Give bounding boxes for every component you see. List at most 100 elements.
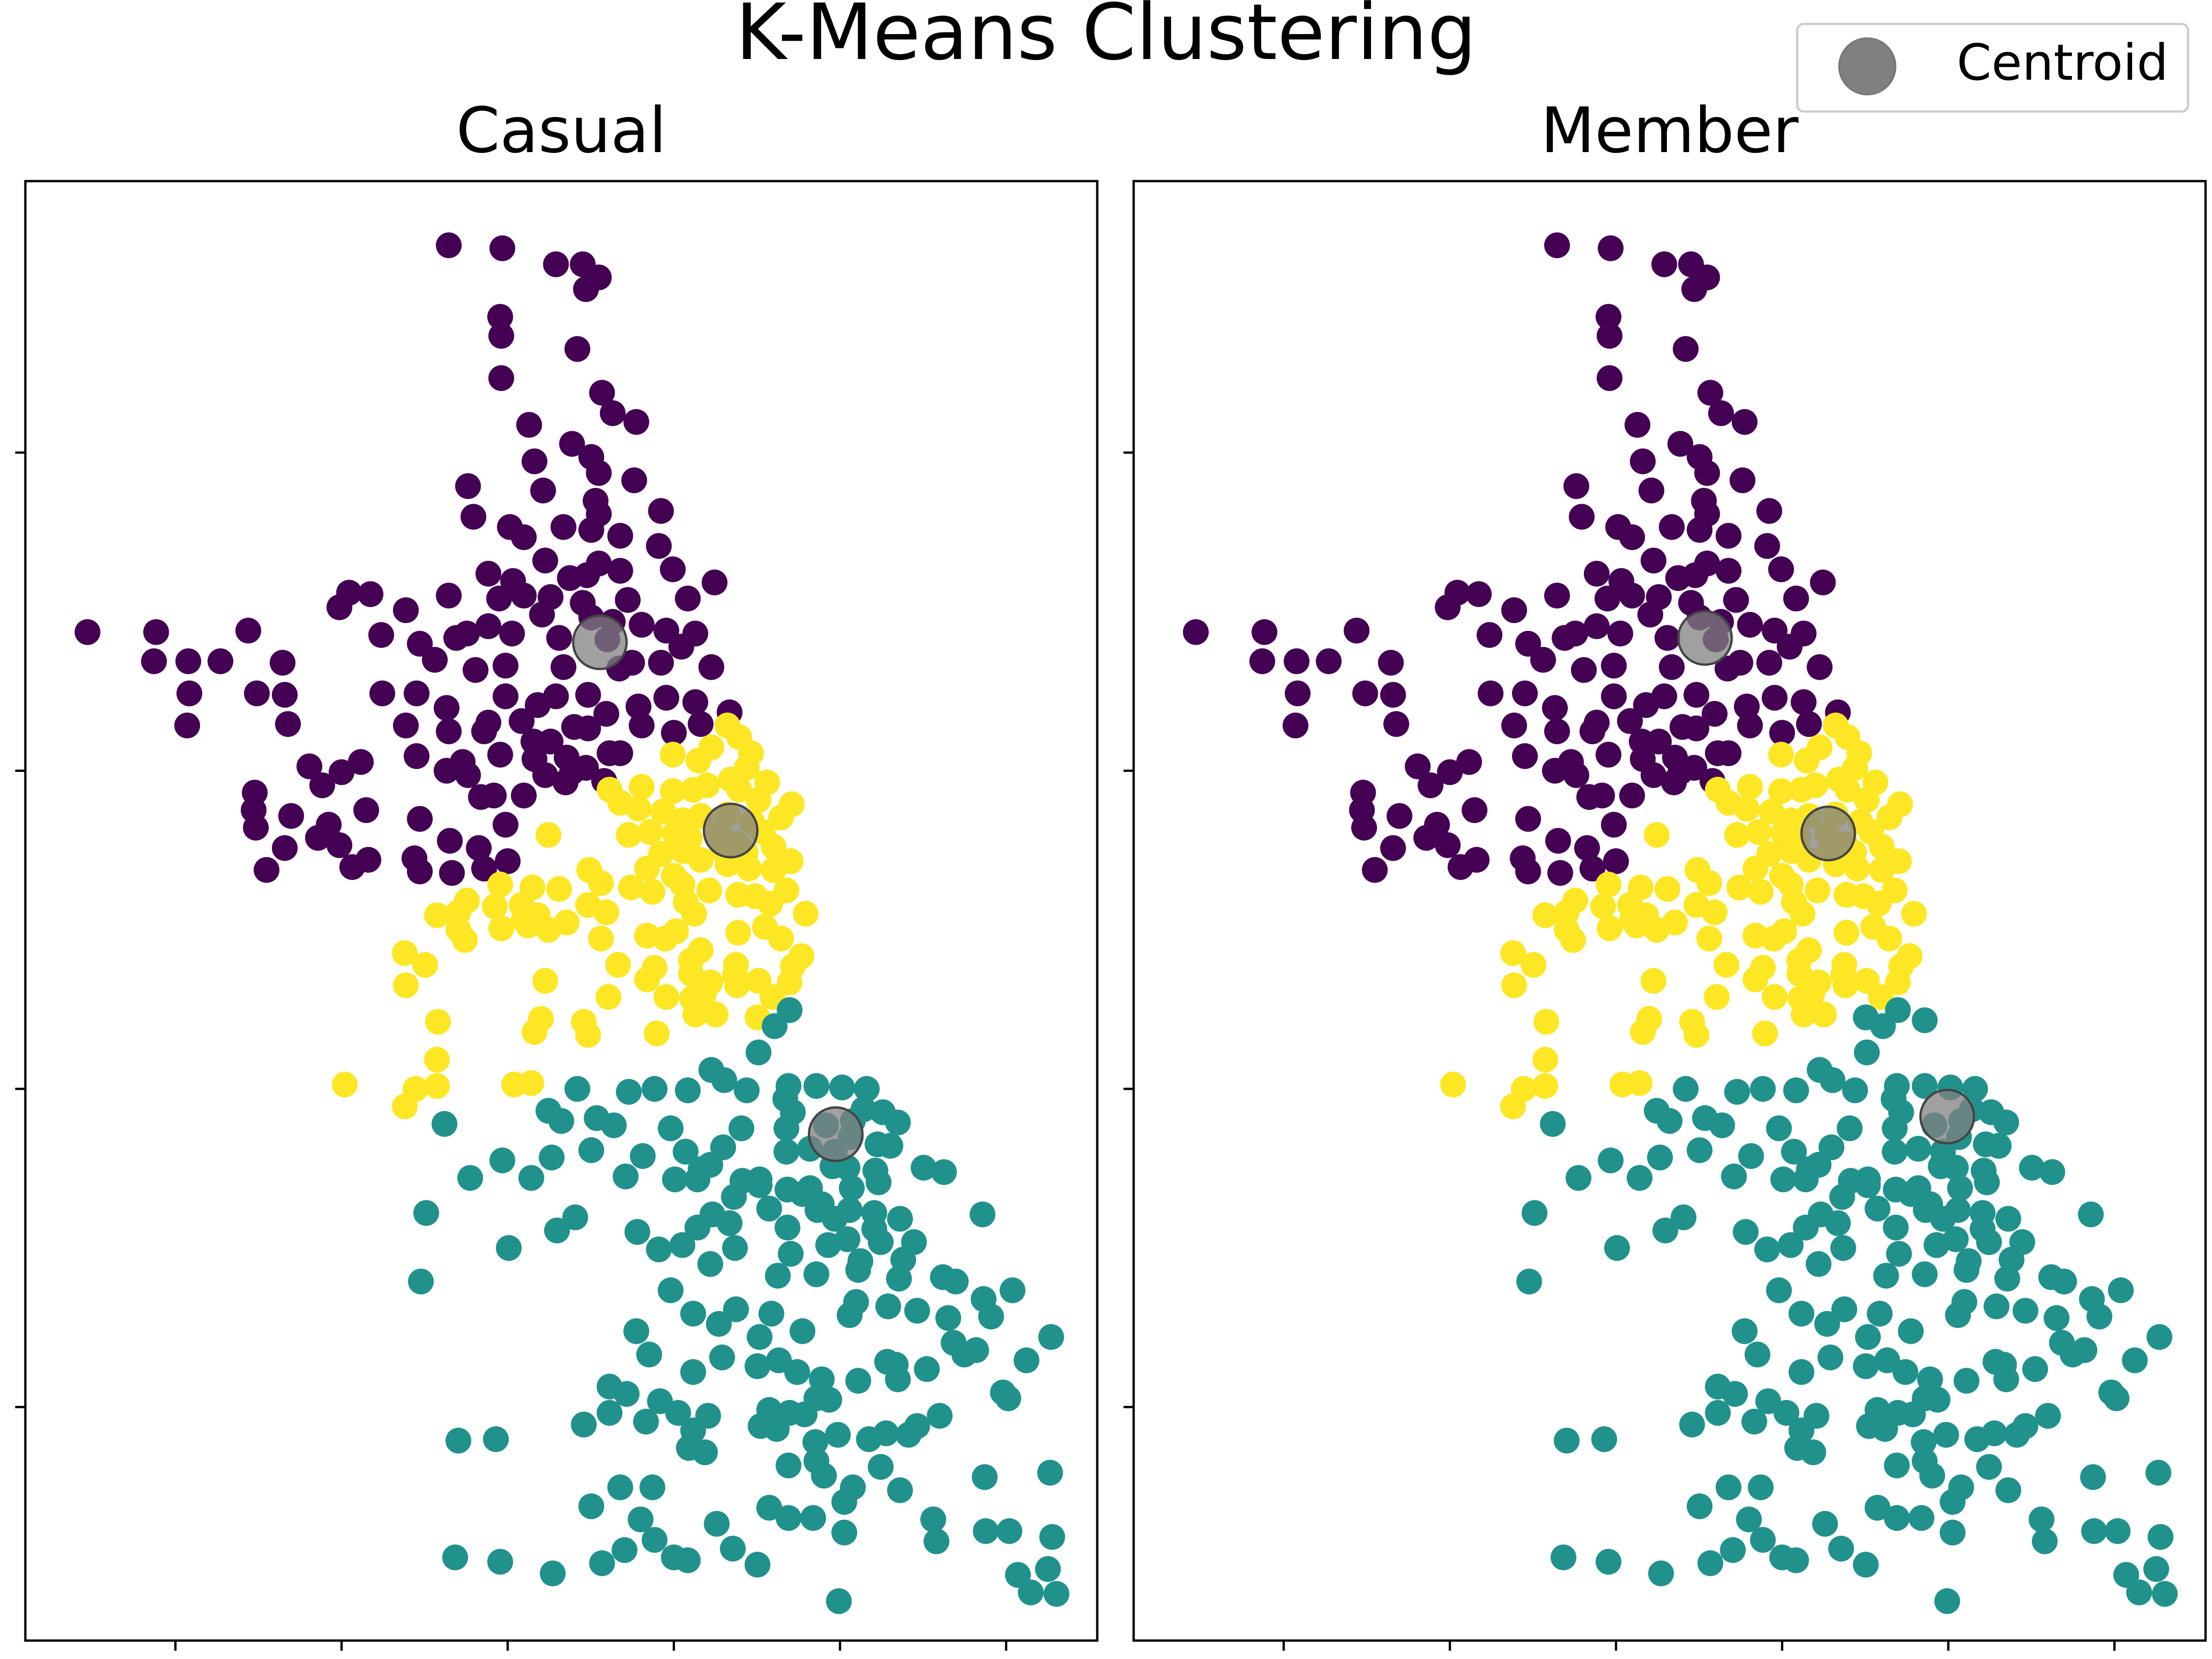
casual-point-356 xyxy=(845,1257,871,1283)
casual-point-418 xyxy=(408,1268,434,1294)
member-point-442 xyxy=(1687,1493,1713,1519)
casual-point-60 xyxy=(235,618,261,644)
casual-point-360 xyxy=(935,1305,961,1331)
casual-point-265 xyxy=(528,1006,554,1032)
casual-point-31 xyxy=(532,547,559,574)
casual-point-458 xyxy=(904,1298,930,1324)
casual-point-103 xyxy=(575,715,601,741)
casual-point-122 xyxy=(434,758,460,784)
member-point-422 xyxy=(1855,1324,1881,1350)
member-point-60 xyxy=(1343,618,1370,644)
casual-point-26 xyxy=(550,514,577,540)
member-point-12 xyxy=(1731,409,1758,435)
casual-point-203 xyxy=(487,871,513,898)
member-point-120 xyxy=(1418,772,1444,799)
member-point-166 xyxy=(1768,778,1794,804)
casual-point-278 xyxy=(711,1067,737,1093)
casual-point-190 xyxy=(688,847,714,873)
member-point-441 xyxy=(1595,1549,1622,1575)
member-point-78 xyxy=(1659,654,1685,680)
member-centroid-0 xyxy=(1677,610,1733,666)
casual-point-1 xyxy=(489,235,516,261)
casual-point-446 xyxy=(831,1489,858,1515)
member-point-127 xyxy=(1563,762,1589,788)
member-point-171 xyxy=(1759,799,1784,825)
member-point-217 xyxy=(1789,900,1816,927)
member-point-139 xyxy=(1380,835,1406,861)
casual-point-195 xyxy=(634,855,660,882)
member-point-316 xyxy=(1738,1143,1764,1169)
member-point-133 xyxy=(1386,803,1412,829)
member-point-157 xyxy=(1768,741,1794,768)
casual-point-211 xyxy=(793,900,819,927)
casual-point-149 xyxy=(253,857,280,883)
member-point-342 xyxy=(1671,1204,1697,1230)
member-point-326 xyxy=(1770,1166,1796,1193)
casual-point-16 xyxy=(521,448,547,475)
member-point-62 xyxy=(1607,620,1633,647)
casual-point-0 xyxy=(435,232,462,259)
casual-point-440 xyxy=(487,1549,513,1575)
casual-point-51 xyxy=(529,601,555,628)
member-point-259 xyxy=(1790,1001,1817,1028)
casual-point-343 xyxy=(684,1214,711,1241)
member-point-384 xyxy=(1722,1381,1748,1407)
member-point-125 xyxy=(1661,769,1687,795)
casual-point-62 xyxy=(499,620,525,647)
member-point-327 xyxy=(1793,1166,1819,1193)
member-point-239 xyxy=(1500,940,1526,966)
member-point-63 xyxy=(1552,625,1578,651)
member-point-64 xyxy=(1654,625,1681,651)
member-point-143 xyxy=(1545,828,1571,854)
member-point-393 xyxy=(2012,1413,2039,1439)
member-point-0 xyxy=(1544,232,1570,259)
casual-point-104 xyxy=(471,718,497,744)
casual-point-7 xyxy=(488,323,514,349)
casual-point-119 xyxy=(296,753,323,779)
casual-point-406 xyxy=(704,1511,730,1537)
member-point-46 xyxy=(1466,581,1492,607)
member-point-284 xyxy=(1750,1076,1776,1102)
member-point-240 xyxy=(1520,952,1547,978)
member-point-440 xyxy=(1550,1544,1577,1571)
member-point-262 xyxy=(1752,1020,1778,1047)
casual-point-403 xyxy=(483,1426,509,1452)
casual-point-305 xyxy=(877,1133,904,1159)
casual-point-282 xyxy=(853,1076,880,1102)
member-plot-frame xyxy=(1132,180,2207,1642)
member-point-227 xyxy=(1696,925,1723,952)
member-point-98 xyxy=(1796,711,1822,737)
member-point-447 xyxy=(1940,1489,1966,1515)
member-point-365 xyxy=(1788,1359,1815,1385)
casual-point-413 xyxy=(1039,1524,1065,1550)
casual-point-419 xyxy=(496,1235,522,1261)
member-point-465 xyxy=(1754,1236,1780,1263)
casual-point-63 xyxy=(443,625,470,651)
casual-point-185 xyxy=(616,822,642,848)
casual-point-133 xyxy=(278,803,304,829)
member-point-226 xyxy=(1662,909,1688,935)
member-point-103 xyxy=(1683,715,1710,741)
member-point-351 xyxy=(1943,1226,1969,1253)
casual-point-20 xyxy=(530,477,556,504)
member-point-406 xyxy=(1747,1474,1774,1500)
casual-point-120 xyxy=(309,772,335,799)
member-point-353 xyxy=(1930,1206,1956,1232)
member-point-323 xyxy=(1565,1165,1592,1191)
member-point-432 xyxy=(2126,1579,2152,1606)
casual-point-383 xyxy=(613,1381,640,1407)
member-point-233 xyxy=(1560,927,1586,953)
member-point-390 xyxy=(1911,1429,1937,1455)
casual-point-324 xyxy=(612,1163,639,1189)
member-point-425 xyxy=(1866,1300,1893,1327)
member-point-210 xyxy=(1865,890,1892,917)
member-point-313 xyxy=(2019,1154,2045,1181)
casual-point-443 xyxy=(661,1544,687,1571)
casual-point-168 xyxy=(746,787,771,813)
casual-point-8 xyxy=(564,336,590,362)
member-point-397 xyxy=(1800,1439,1826,1465)
casual-point-9 xyxy=(488,365,514,391)
casual-point-391 xyxy=(873,1420,899,1447)
casual-point-251 xyxy=(634,966,660,993)
casual-point-92 xyxy=(434,695,460,721)
